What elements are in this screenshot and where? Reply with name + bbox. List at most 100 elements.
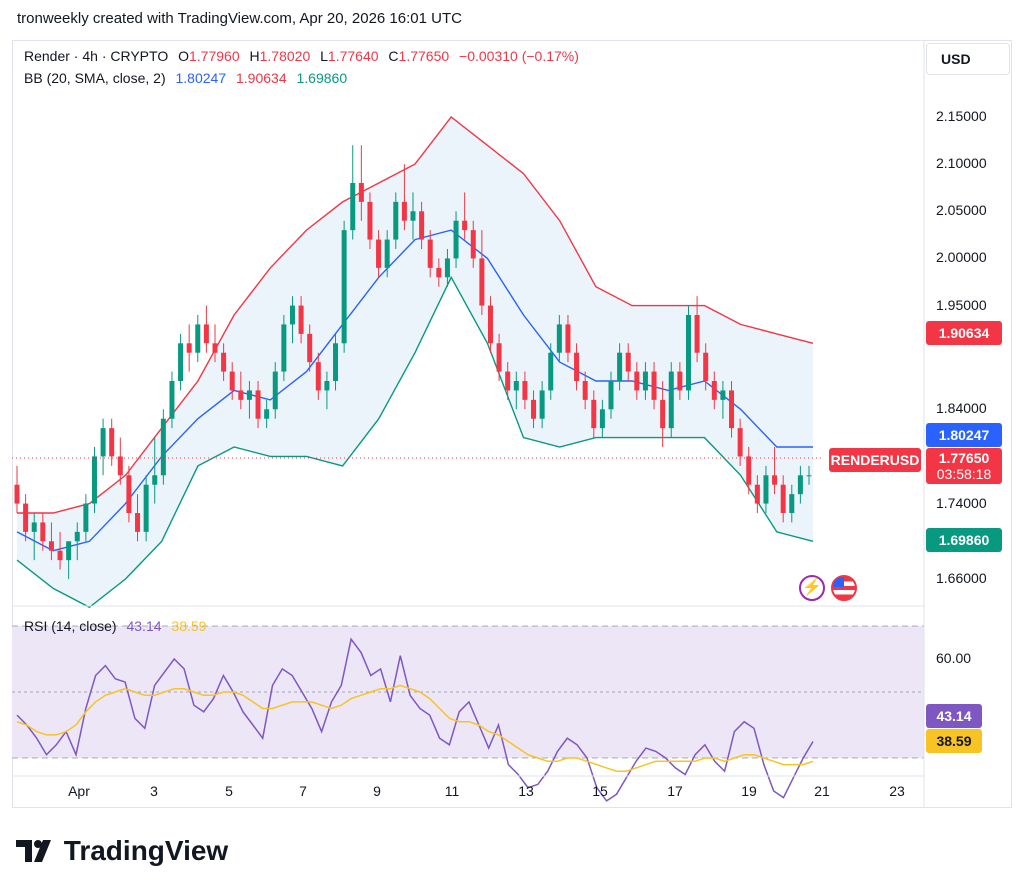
candle-body: [14, 484, 20, 504]
candle-body: [487, 305, 493, 344]
candle-body: [772, 475, 778, 485]
us-flag-icon[interactable]: [831, 575, 857, 601]
candle-body: [608, 381, 614, 410]
time-axis-tick: 21: [814, 783, 830, 799]
bar-countdown: 03:58:18: [936, 466, 992, 482]
rsi-price-tag: 43.14: [926, 704, 982, 728]
candle-body: [324, 381, 330, 391]
candle-body: [685, 315, 691, 391]
candle-body: [57, 550, 63, 561]
candle-body: [143, 484, 149, 532]
candle-body: [135, 513, 141, 532]
candle-body: [401, 201, 407, 221]
candle-body: [186, 343, 192, 353]
rsi-label[interactable]: RSI (14, close): [24, 618, 117, 634]
candle-body: [152, 475, 158, 485]
price-axis-tick: 1.84000: [936, 400, 987, 417]
candle-body: [376, 239, 382, 268]
price-axis-tick: 1.66000: [936, 570, 987, 586]
bb-label[interactable]: BB (20, SMA, close, 2): [24, 70, 166, 86]
candle-body: [617, 352, 623, 381]
candle-body: [272, 371, 278, 410]
candle-body: [109, 428, 115, 457]
price-axis-tick: 1.95000: [936, 296, 987, 313]
symbol-price-tag: RENDERUSD: [829, 448, 921, 472]
candle-body: [436, 267, 442, 278]
time-axis-tick: 19: [741, 783, 757, 799]
candle-body: [48, 541, 54, 551]
candle-body: [642, 371, 648, 391]
candle-body: [23, 503, 29, 532]
candle-body: [333, 343, 339, 381]
lightning-icon[interactable]: ⚡: [799, 575, 825, 601]
close-value: C1.77650: [388, 48, 449, 64]
candle-body: [651, 371, 657, 400]
candle-body: [729, 390, 735, 429]
candle-body: [591, 399, 597, 429]
last-price-value: 1.77650: [938, 450, 990, 466]
tradingview-logo[interactable]: TradingView: [16, 835, 228, 867]
rsi-ma-price-tag: 38.59: [926, 729, 982, 753]
close-label: C: [388, 48, 399, 64]
open-value: O1.77960: [178, 48, 240, 64]
candlestick-layer: [14, 145, 812, 579]
chart-credit-header: tronweekly created with TradingView.com,…: [17, 10, 462, 27]
candle-body: [367, 201, 373, 240]
candle-body: [238, 390, 244, 400]
bb-basis-price-tag: 1.80247: [926, 423, 1002, 447]
time-axis-tick: 5: [225, 783, 233, 799]
candle-body: [212, 343, 218, 353]
rsi-ma-value: 38.59: [171, 618, 207, 634]
candle-body: [694, 315, 700, 353]
candle-body: [780, 484, 786, 513]
bb-lower-value: 1.69860: [296, 70, 348, 86]
candle-body: [229, 371, 235, 391]
candle-body: [169, 381, 175, 419]
candle-body: [289, 305, 295, 325]
last-price-tag: 1.77650 03:58:18: [926, 448, 1002, 484]
ohlc-legend: Render · 4h · CRYPTO O1.77960 H1.78020 L…: [24, 48, 585, 64]
rsi-line: [16, 637, 814, 802]
candle-body: [117, 456, 123, 476]
candle-body: [531, 399, 537, 419]
rsi-value: 43.14: [126, 618, 162, 634]
candle-body: [462, 220, 468, 231]
candle-body: [40, 522, 46, 542]
low-price: 1.77640: [327, 48, 379, 64]
candle-body: [677, 371, 683, 391]
candle-body: [221, 352, 227, 372]
symbol-label[interactable]: Render · 4h · CRYPTO: [24, 48, 169, 64]
change-value: −0.00310 (−0.17%): [459, 48, 579, 64]
currency-button[interactable]: USD: [926, 43, 1010, 75]
bb-legend: BB (20, SMA, close, 2) 1.80247 1.90634 1…: [24, 70, 353, 86]
time-axis-tick: 7: [299, 783, 307, 799]
candle-body: [522, 381, 528, 400]
candle-body: [496, 343, 502, 372]
time-axis-tick: 11: [444, 783, 460, 799]
low-value: L1.77640: [320, 48, 378, 64]
candle-body: [574, 352, 580, 381]
candle-body: [307, 333, 313, 363]
candle-body: [298, 305, 304, 334]
time-axis-tick: 17: [667, 783, 683, 799]
candle-body: [599, 409, 605, 429]
candle-body: [470, 230, 476, 259]
brand-name: TradingView: [63, 835, 229, 866]
low-label: L: [320, 48, 328, 64]
open-price: 1.77960: [189, 48, 240, 64]
candle-body: [565, 324, 571, 353]
bb-basis-value: 1.80247: [175, 70, 227, 86]
candle-body: [634, 371, 640, 391]
candle-body: [281, 324, 287, 372]
candle-body: [203, 324, 209, 344]
candle-body: [83, 503, 89, 532]
candle-body: [505, 371, 511, 391]
rsi-axis-tick: 60.00: [936, 650, 972, 666]
bb-lower-line: [16, 275, 814, 609]
candle-body: [350, 183, 356, 231]
candle-body: [703, 352, 709, 381]
candle-body: [668, 371, 674, 429]
candle-body: [806, 475, 812, 477]
candle-body: [393, 201, 399, 240]
